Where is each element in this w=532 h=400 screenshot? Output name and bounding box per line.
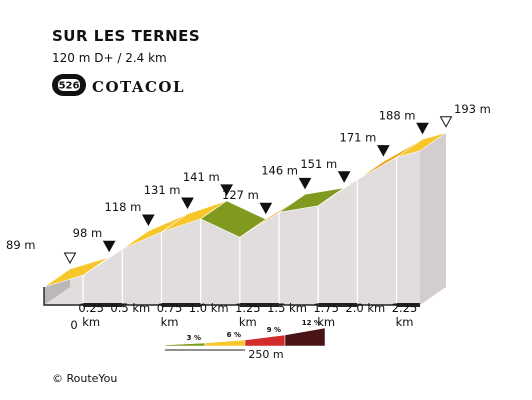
elevation-marker-icon: [102, 240, 116, 253]
legend-label: 9 %: [267, 326, 281, 334]
distance-scale-bar: [396, 303, 420, 307]
legend-scale-label: 250 m: [248, 348, 283, 361]
elevation-label: 188 m: [379, 108, 416, 122]
elevation-label: 141 m: [183, 170, 220, 184]
elevation-marker-icon: [416, 122, 429, 135]
distance-tick-label: 0.75 km: [157, 301, 183, 329]
elevation-marker-icon: [376, 145, 390, 157]
chart-subtitle: 120 m D+ / 2.4 km: [52, 51, 167, 65]
distance-tick-label: 1.0 km: [189, 301, 229, 315]
distance-tick-label: 2.0 km: [345, 301, 385, 315]
elevation-label: 118 m: [105, 200, 142, 214]
legend-label: 3 %: [187, 334, 201, 342]
chart-title: SUR LES TERNES: [52, 27, 200, 45]
profile-end-face: [420, 132, 446, 305]
distance-scale-bar: [318, 303, 358, 307]
legend-label: 12 %: [302, 319, 321, 327]
badge-number: 526: [59, 81, 80, 92]
profile-side-face: [44, 150, 420, 305]
legend-swatch: [284, 327, 326, 347]
distance-tick-label: 1.75 km: [313, 301, 339, 329]
elevation-marker-icon: [220, 184, 234, 196]
distance-scale-bar: [83, 303, 123, 307]
profile-segment: [396, 132, 447, 158]
elevation-marker-hollow-icon: [63, 252, 77, 265]
distance-tick-label: 0: [70, 318, 77, 332]
distance-scale-bar: [161, 303, 201, 307]
elevation-label: 89 m: [6, 238, 36, 252]
distance-scale-bar: [239, 303, 279, 307]
cotacol-badge: 526: [52, 74, 86, 96]
elevation-marker-icon: [298, 177, 312, 190]
legend-label: 6 %: [227, 331, 241, 339]
elevation-label: 193 m: [454, 102, 491, 116]
distance-tick-label: 0.5 km: [110, 301, 150, 315]
brand-name: COTACOL: [92, 78, 185, 96]
distance-tick-label: 0.25 km: [78, 301, 104, 329]
slope-legend: 3 % 6 % 9 % 12 %: [164, 319, 326, 351]
distance-tick-label: 2.25 km: [392, 301, 418, 329]
elevation-label: 127 m: [222, 188, 259, 202]
elevation-marker-icon: [337, 171, 351, 183]
elevation-label: 146 m: [261, 163, 298, 177]
elevation-label: 131 m: [144, 183, 181, 197]
legend-swatch: [164, 342, 206, 347]
elevation-marker-icon: [181, 197, 194, 210]
elevation-label: 171 m: [340, 131, 377, 145]
elevation-label: 151 m: [300, 157, 337, 171]
distance-tick-label: 1.25 km: [235, 301, 261, 329]
legend-swatch: [244, 334, 286, 347]
elevation-marker-icon: [259, 202, 273, 215]
copyright-text: © RouteYou: [52, 372, 117, 385]
elevation-marker-icon: [141, 214, 155, 227]
legend-swatch: [204, 339, 246, 347]
elevation-marker-hollow-icon: [439, 116, 453, 128]
elevation-label: 98 m: [73, 226, 103, 240]
distance-tick-label: 1.5 km: [267, 301, 307, 315]
profile-base-outline: [43, 287, 420, 306]
